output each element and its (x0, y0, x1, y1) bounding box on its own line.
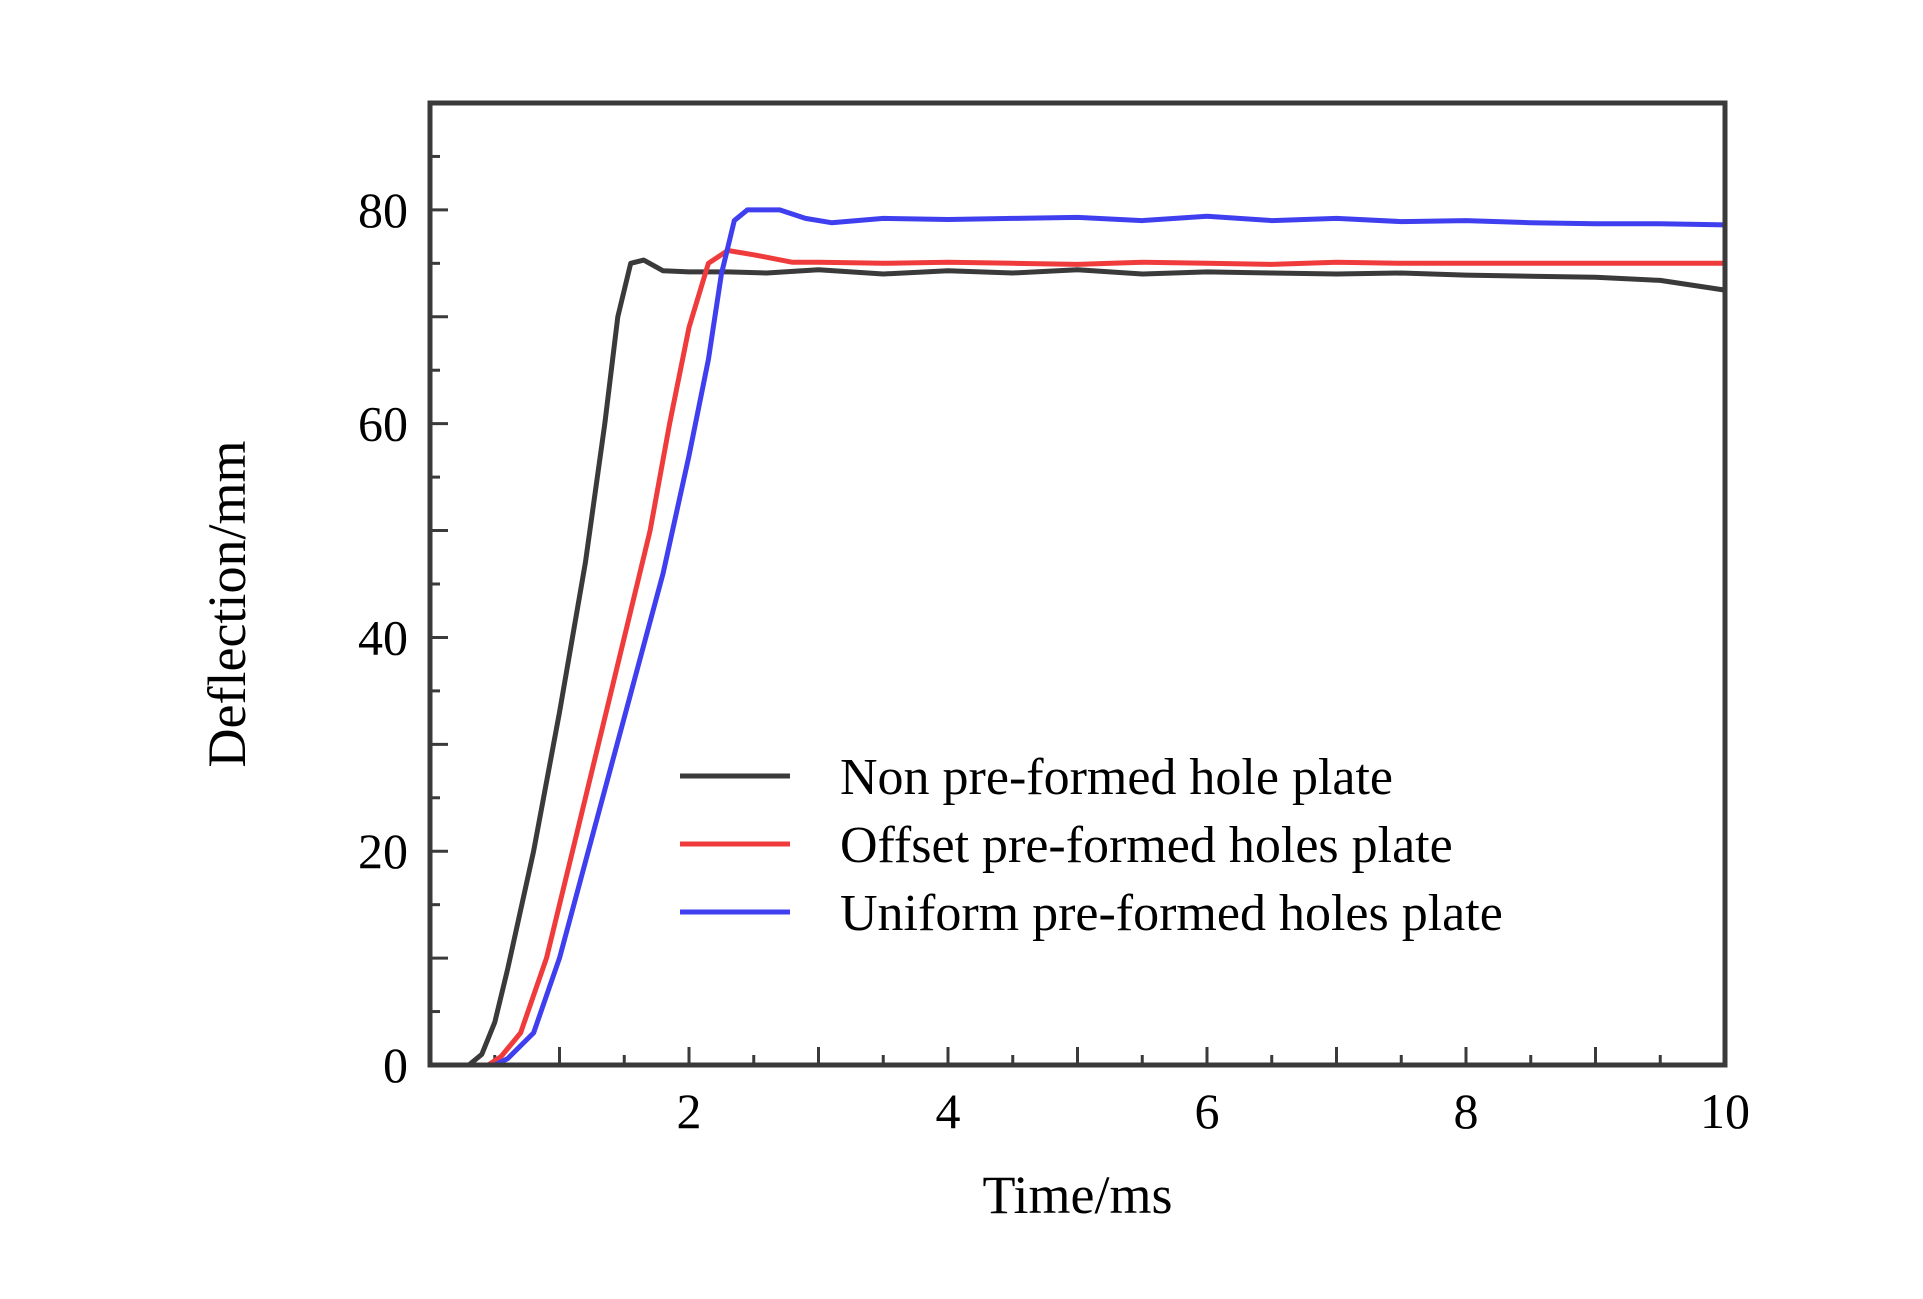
legend: Non pre-formed hole plate Offset pre-form… (680, 749, 1503, 942)
x-tick-label: 10 (1700, 1083, 1750, 1139)
y-tick-label: 80 (358, 182, 408, 238)
series-line-1 (427, 257, 1728, 1068)
x-tick-label: 4 (936, 1083, 961, 1139)
y-tick-label: 40 (358, 609, 408, 665)
series-layer (427, 207, 1728, 1068)
x-tick-label: 8 (1454, 1083, 1479, 1139)
x-tick-label: 6 (1195, 1083, 1220, 1139)
y-tick-label: 60 (358, 396, 408, 452)
axis-ticks (430, 154, 1727, 1065)
x-tick-label: 2 (677, 1083, 702, 1139)
y-axis-title: Deflection/mm (197, 441, 257, 768)
plot-frame (427, 100, 1728, 1068)
legend-label: Non pre-formed hole plate (840, 749, 1393, 806)
y-tick-label: 0 (383, 1037, 408, 1093)
legend-label: Offset pre-formed holes plate (840, 817, 1453, 874)
y-tick-label: 20 (358, 823, 408, 879)
series-line-3 (427, 207, 1728, 1068)
tick-labels: 2 4 6 8 10 0 20 40 60 80 (358, 182, 1750, 1139)
x-axis-title: Time/ms (982, 1165, 1172, 1225)
legend-label: Uniform pre-formed holes plate (840, 885, 1503, 942)
series-line-2 (427, 248, 1728, 1068)
